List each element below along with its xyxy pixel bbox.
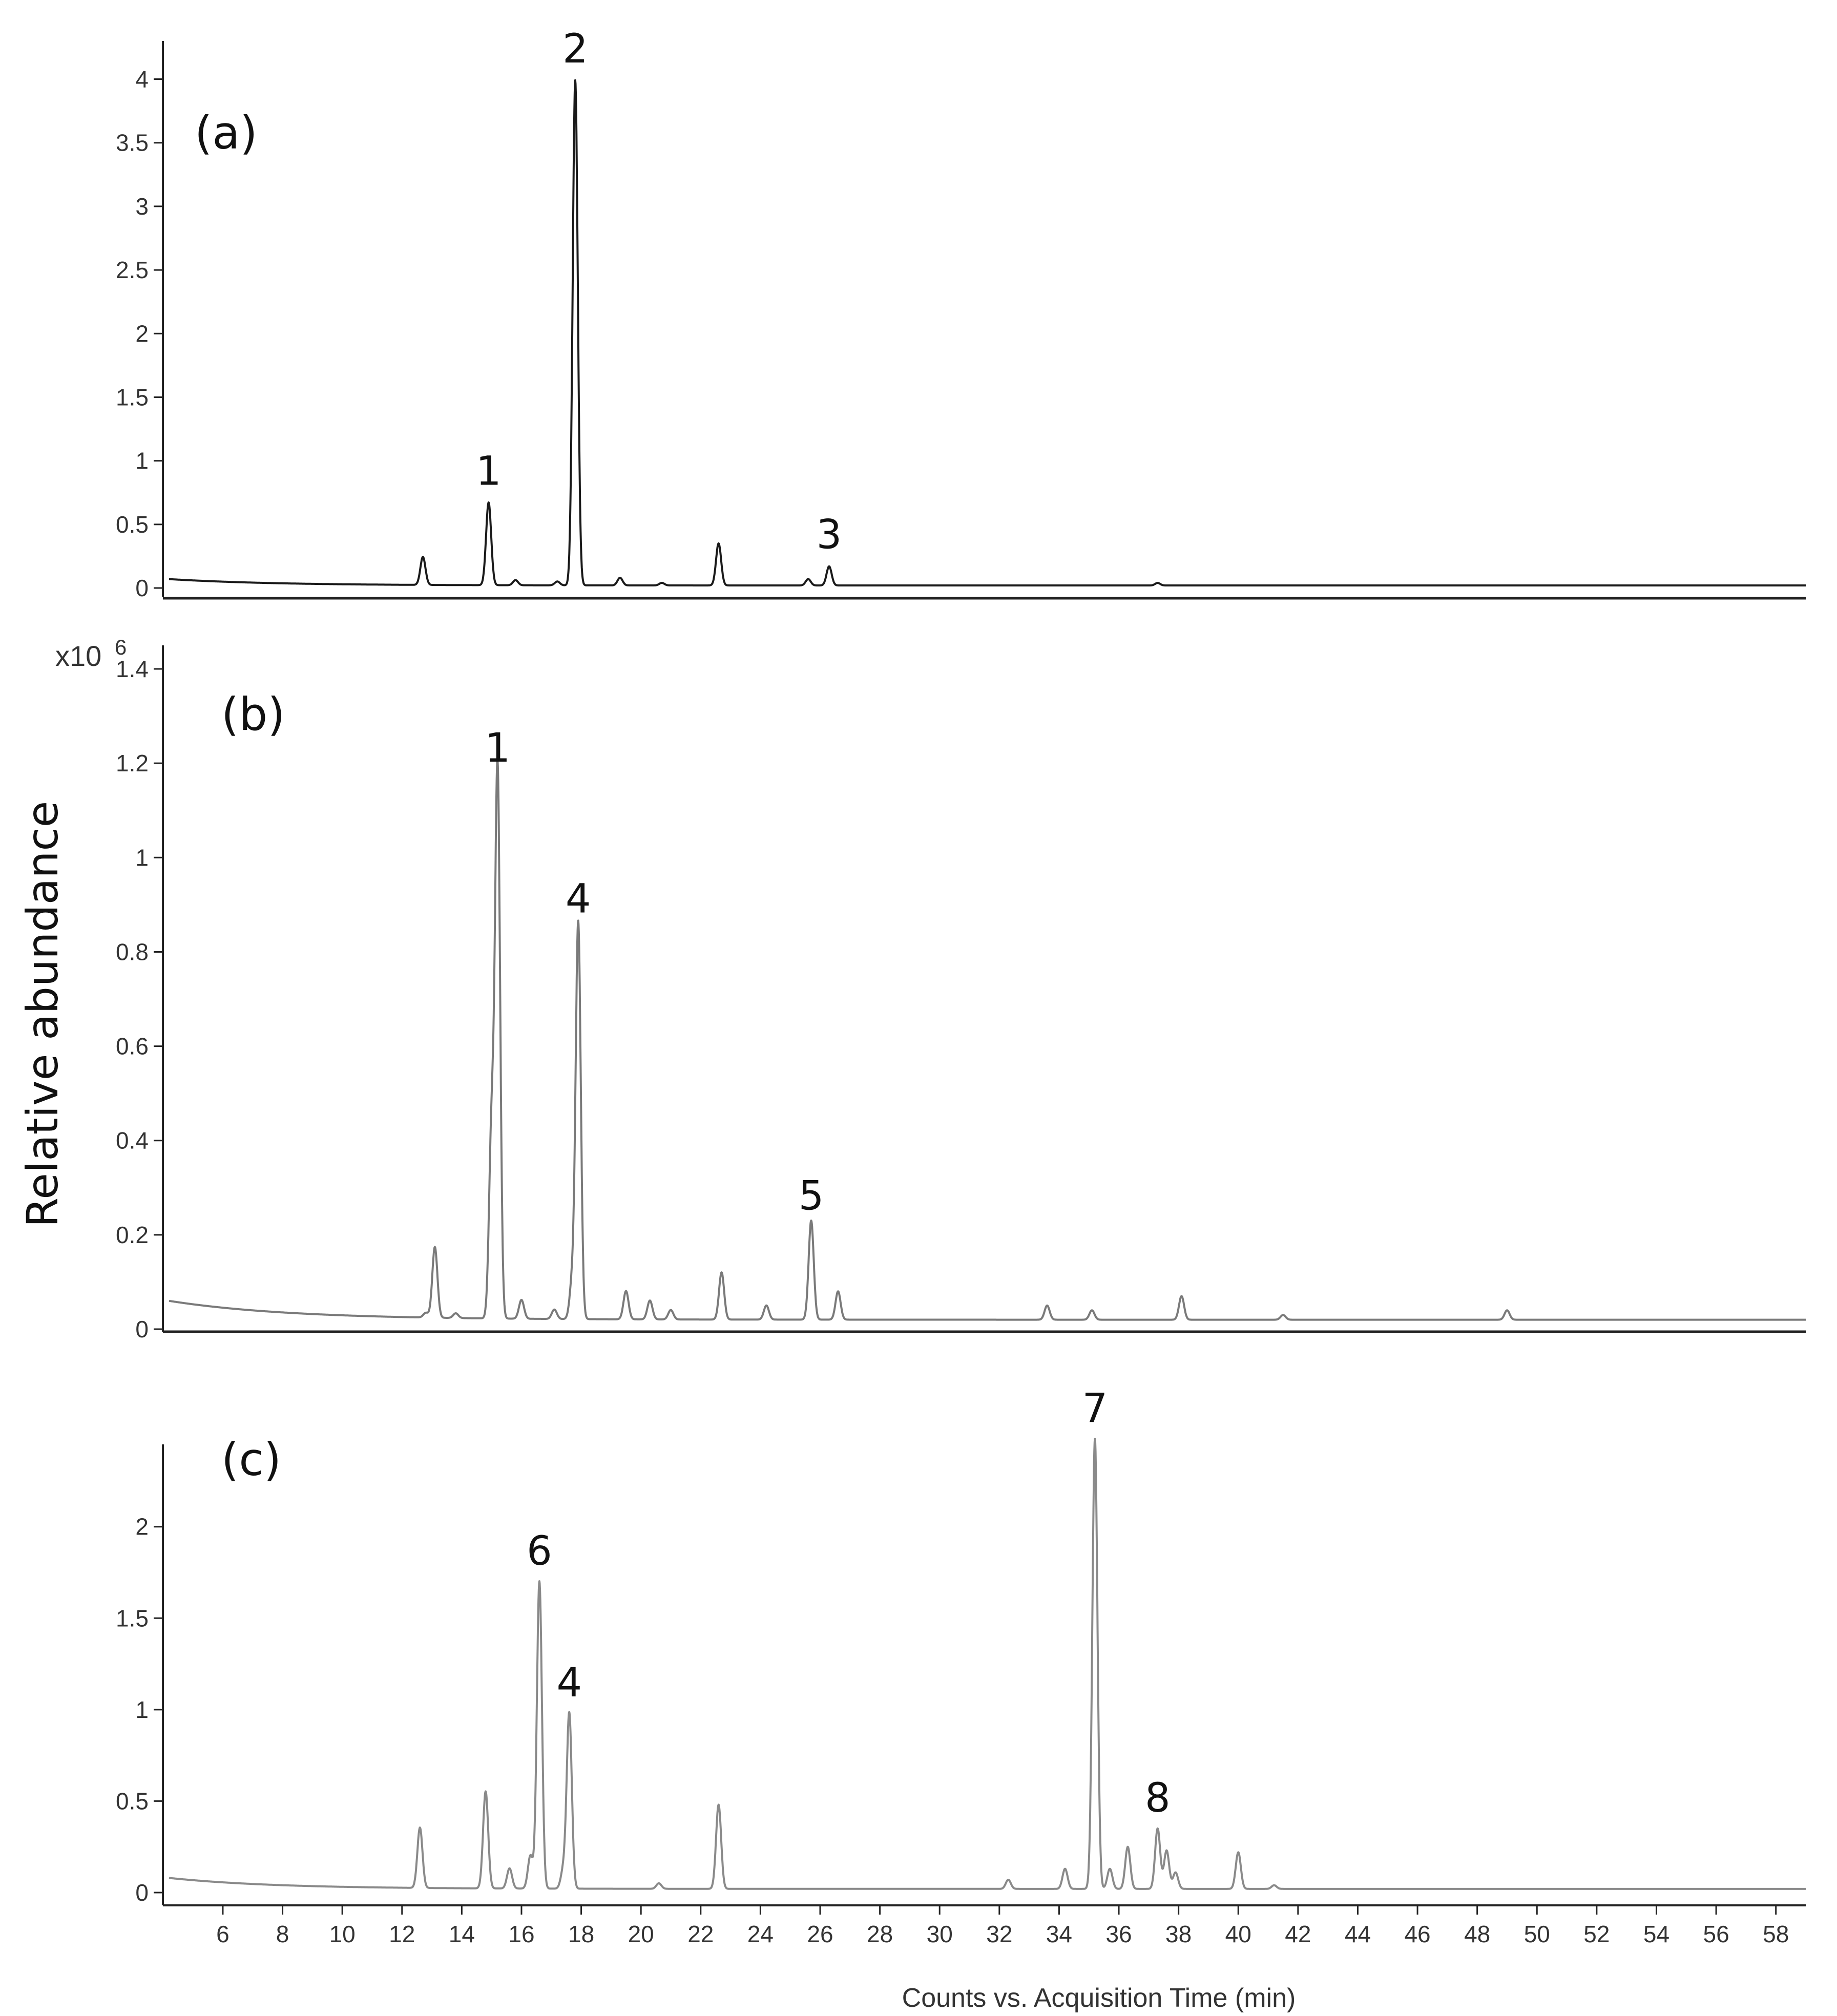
y-tick-label: 0.5 [116, 511, 149, 538]
x-tick-label: 34 [1046, 1921, 1072, 1947]
x-tick-label: 10 [329, 1921, 356, 1947]
peak-label-1: 1 [476, 449, 502, 495]
y-tick-label: 0.4 [116, 1127, 149, 1154]
x-tick-label: 16 [508, 1921, 534, 1947]
y-tick-label: 0.2 [116, 1222, 149, 1248]
y-tick-label: 0.5 [116, 1788, 149, 1814]
x-tick-label: 32 [986, 1921, 1012, 1947]
peak-label-7: 7 [1082, 1385, 1108, 1432]
y-tick-label: 0 [135, 575, 149, 601]
x-tick-label: 24 [747, 1921, 774, 1947]
peak-label-4: 4 [556, 1660, 582, 1706]
x-tick-label: 52 [1583, 1921, 1610, 1947]
multiplier-label: x10 6 [55, 635, 127, 672]
x-tick-label: 38 [1165, 1921, 1192, 1947]
y-tick-label: 4 [135, 66, 149, 93]
x-tick-label: 8 [276, 1921, 289, 1947]
peak-label-3: 3 [817, 512, 842, 558]
y-tick-label: 0.8 [116, 938, 149, 965]
y-tick-label: 0.6 [116, 1033, 149, 1060]
y-tick-label: 1.4 [116, 656, 149, 682]
peak-label-6: 6 [527, 1528, 552, 1574]
peak-label-2: 2 [562, 26, 588, 72]
y-tick-label: 3.5 [116, 130, 149, 156]
y-tick-label: 3 [135, 193, 149, 220]
x-tick-label: 30 [927, 1921, 953, 1947]
peak-label-1: 1 [485, 725, 511, 771]
x-tick-label: 54 [1643, 1921, 1669, 1947]
y-tick-label: 1 [135, 1696, 149, 1723]
y-tick-label: 1 [135, 844, 149, 871]
x-tick-label: 58 [1763, 1921, 1789, 1947]
x-tick-label: 56 [1703, 1921, 1729, 1947]
x-tick-label: 50 [1524, 1921, 1550, 1947]
y-axis-label: Relative abundance [17, 801, 68, 1228]
y-tick-label: 1.5 [116, 384, 149, 410]
y-tick-label: 2 [135, 1514, 149, 1540]
panel-letter: (c) [221, 1433, 281, 1486]
peak-label-5: 5 [799, 1173, 824, 1220]
x-tick-label: 46 [1404, 1921, 1430, 1947]
x-tick-label: 14 [449, 1921, 475, 1947]
y-tick-label: 2.5 [116, 257, 149, 283]
y-tick-label: 0 [135, 1879, 149, 1906]
panels-layer: 00.511.522.533.54123(a)00.20.40.60.811.2… [116, 26, 1807, 1947]
x-tick-label: 6 [216, 1921, 229, 1947]
chromatogram-trace [168, 79, 1807, 586]
panel-b: 0 0.2 0.4 0.6 0.8 1 1.2 1.4 1 4 5 (b) [116, 645, 1807, 1342]
x-tick-label: 22 [687, 1921, 714, 1947]
x-tick-label: 26 [807, 1921, 833, 1947]
x-axis-label: Counts vs. Acquisition Time (min) [902, 1983, 1296, 2013]
x-tick-label: 12 [389, 1921, 415, 1947]
chromatogram-trace [168, 759, 1807, 1321]
panel-letter: (b) [221, 688, 285, 741]
x-tick-label: 18 [568, 1921, 594, 1947]
multiplier-base: x10 [55, 640, 101, 672]
y-tick-label: 0 [135, 1316, 149, 1342]
peak-label-8: 8 [1145, 1775, 1171, 1821]
panel-letter: (a) [195, 107, 258, 159]
x-tick-label: 40 [1225, 1921, 1251, 1947]
peak-label-4: 4 [566, 876, 591, 922]
x-tick-label: 28 [867, 1921, 893, 1947]
y-tick-label: 1 [135, 448, 149, 474]
multiplier-exponent: 6 [115, 635, 127, 659]
x-tick-label: 44 [1345, 1921, 1371, 1947]
x-tick-label: 48 [1464, 1921, 1490, 1947]
x-tick-label: 42 [1285, 1921, 1311, 1947]
chromatogram-trace [168, 1438, 1807, 1890]
x-tick-label: 20 [628, 1921, 654, 1947]
y-tick-label: 1.2 [116, 750, 149, 776]
y-tick-label: 2 [135, 320, 149, 347]
panel-a: 0 0.5 1 1.5 2 2.5 3 3.5 4 1 2 3 (a) [116, 26, 1807, 601]
x-tick-label: 36 [1105, 1921, 1132, 1947]
y-tick-label: 1.5 [116, 1605, 149, 1631]
